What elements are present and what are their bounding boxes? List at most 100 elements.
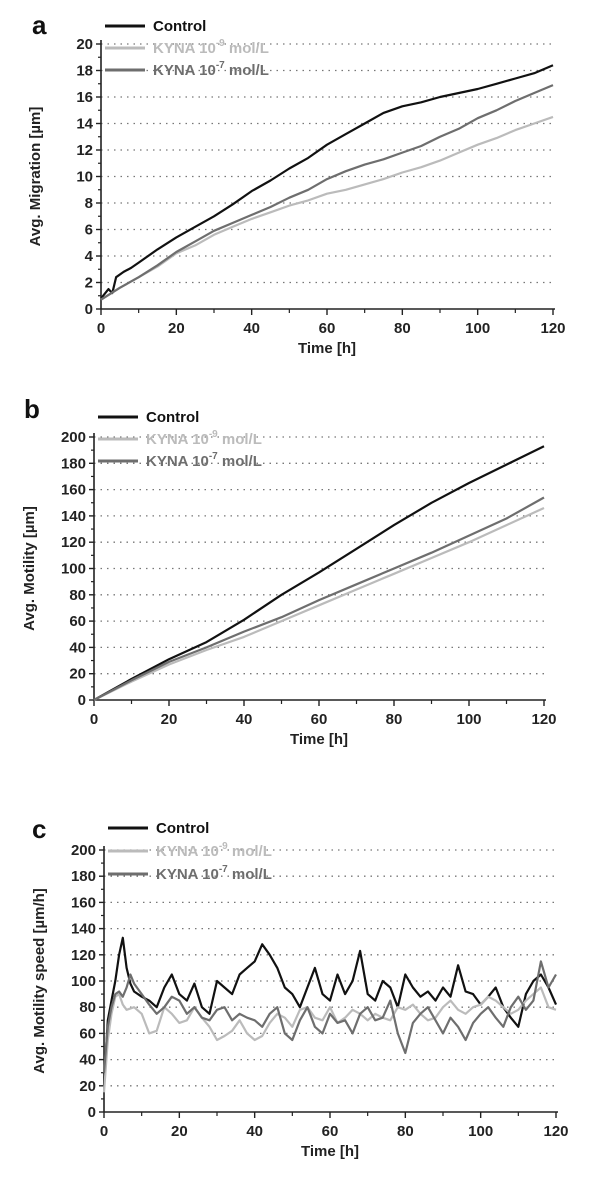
- y-tick-label: 0: [78, 692, 86, 709]
- x-tick-label: 100: [468, 1123, 493, 1140]
- legend-exponent: -7: [219, 864, 228, 875]
- legend-entry: KYNA 10-7 mol/L: [146, 451, 262, 470]
- series-line: [102, 960, 557, 1073]
- y-tick-label: 16: [76, 89, 93, 106]
- series-line: [102, 986, 557, 1093]
- x-axis-title: Time [h]: [301, 1143, 359, 1160]
- legend-name: Control: [153, 18, 206, 35]
- series-line: [100, 64, 554, 300]
- legend-unit: mol/L: [218, 431, 262, 448]
- y-axis-title: Avg. Motility speed [µm/h]: [31, 888, 48, 1074]
- legend-name: KYNA 10: [153, 40, 216, 57]
- y-tick-label: 2: [85, 275, 93, 292]
- y-tick-label: 80: [79, 999, 96, 1016]
- y-tick-label: 200: [71, 842, 96, 859]
- panel-letter: a: [32, 10, 47, 40]
- legend-name: Control: [146, 409, 199, 426]
- legend-exponent: -7: [209, 451, 218, 462]
- y-tick-label: 140: [71, 921, 96, 938]
- series-line: [93, 506, 545, 701]
- y-tick-label: 10: [76, 169, 93, 186]
- legend-entry: Control: [156, 820, 209, 837]
- legend-exponent: -7: [216, 60, 225, 71]
- x-tick-label: 100: [465, 320, 490, 337]
- x-tick-label: 20: [171, 1123, 188, 1140]
- y-tick-label: 6: [85, 222, 93, 239]
- y-tick-label: 180: [61, 455, 86, 472]
- legend-entry: KYNA 10-9 mol/L: [153, 38, 269, 57]
- x-tick-label: 60: [322, 1123, 339, 1140]
- series-line: [100, 84, 554, 301]
- y-tick-label: 20: [79, 1078, 96, 1095]
- legend-name: KYNA 10: [153, 62, 216, 79]
- y-tick-label: 160: [61, 482, 86, 499]
- legend-unit: mol/L: [225, 40, 269, 57]
- legend-entry: Control: [153, 18, 206, 35]
- y-tick-label: 120: [71, 947, 96, 964]
- y-tick-label: 140: [61, 508, 86, 525]
- x-tick-label: 20: [168, 320, 185, 337]
- series-line: [93, 445, 545, 701]
- x-tick-label: 60: [311, 711, 328, 728]
- legend-exponent: -9: [209, 429, 218, 440]
- panel-letter: c: [32, 814, 46, 844]
- chart-panel-c: c 0 20 40 60 80 100 120 140 160 180 200 0 20 40 60 80 100…: [31, 814, 569, 1160]
- x-tick-label: 0: [97, 320, 105, 337]
- series-line: [93, 496, 545, 701]
- legend-name: KYNA 10: [146, 453, 209, 470]
- y-tick-label: 18: [76, 63, 93, 80]
- x-tick-label: 0: [90, 711, 98, 728]
- chart-panel-a: a 0 2 4 6 8 10 12 14 16 18 20 0 20 40 60 80 100 120 Time [h…: [27, 10, 566, 357]
- x-tick-label: 80: [394, 320, 411, 337]
- legend-entry: KYNA 10-7 mol/L: [156, 864, 272, 883]
- x-axis-title: Time [h]: [290, 731, 348, 748]
- x-tick-label: 40: [246, 1123, 263, 1140]
- legend-unit: mol/L: [228, 843, 272, 860]
- y-tick-label: 20: [76, 36, 93, 53]
- y-tick-label: 120: [61, 534, 86, 551]
- y-tick-label: 14: [76, 116, 93, 133]
- x-tick-label: 120: [531, 711, 556, 728]
- y-tick-label: 60: [69, 613, 86, 630]
- y-tick-label: 180: [71, 868, 96, 885]
- y-axis-title: Avg. Motility [µm]: [21, 506, 38, 631]
- y-tick-label: 0: [88, 1104, 96, 1121]
- legend-entry: Control: [146, 409, 199, 426]
- y-tick-label: 40: [79, 1052, 96, 1069]
- legend-exponent: -9: [219, 841, 228, 852]
- x-tick-label: 60: [319, 320, 336, 337]
- x-axis-title: Time [h]: [298, 340, 356, 357]
- legend-entry: KYNA 10-9 mol/L: [146, 429, 262, 448]
- x-tick-label: 20: [161, 711, 178, 728]
- x-tick-label: 40: [236, 711, 253, 728]
- y-tick-label: 20: [69, 666, 86, 683]
- x-tick-label: 80: [386, 711, 403, 728]
- y-axis-title: Avg. Migration [µm]: [27, 107, 44, 247]
- x-tick-label: 40: [243, 320, 260, 337]
- panel-letter: b: [24, 394, 40, 424]
- y-tick-label: 8: [85, 195, 93, 212]
- y-tick-label: 60: [79, 1025, 96, 1042]
- legend-name: KYNA 10: [156, 843, 219, 860]
- y-tick-label: 12: [76, 142, 93, 159]
- legend-name: KYNA 10: [156, 866, 219, 883]
- y-tick-label: 160: [71, 894, 96, 911]
- y-tick-label: 100: [71, 973, 96, 990]
- chart-panel-b: b 0 20 40 60 80 100 120 140 160 180 200 0 20 40 60 80 100…: [21, 394, 557, 748]
- y-tick-label: 40: [69, 639, 86, 656]
- x-tick-label: 120: [543, 1123, 568, 1140]
- legend-entry: KYNA 10-7 mol/L: [153, 60, 269, 79]
- legend-name: KYNA 10: [146, 431, 209, 448]
- legend-unit: mol/L: [228, 866, 272, 883]
- legend-entry: KYNA 10-9 mol/L: [156, 841, 272, 860]
- legend-unit: mol/L: [218, 453, 262, 470]
- legend-exponent: -9: [216, 38, 225, 49]
- y-tick-label: 4: [85, 248, 94, 265]
- x-tick-label: 120: [540, 320, 565, 337]
- legend-unit: mol/L: [225, 62, 269, 79]
- y-tick-label: 200: [61, 429, 86, 446]
- y-tick-label: 0: [85, 301, 93, 318]
- y-tick-label: 100: [61, 561, 86, 578]
- y-tick-label: 80: [69, 587, 86, 604]
